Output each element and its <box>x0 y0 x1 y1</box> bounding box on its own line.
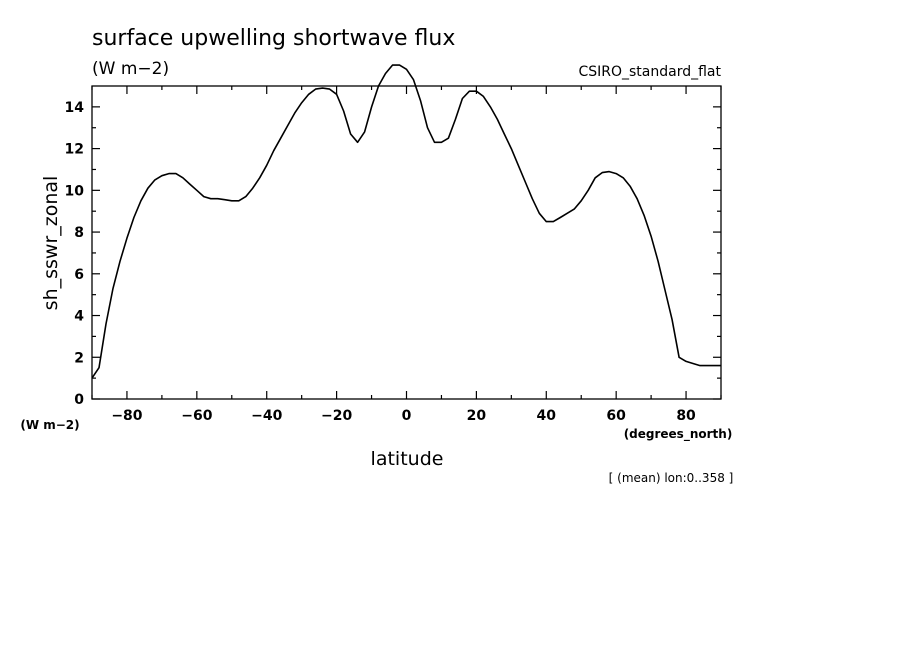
x-tick-label: 40 <box>537 408 557 424</box>
y-axis-units: (W m−2) <box>20 418 79 432</box>
series-line <box>92 64 721 379</box>
y-tick-label: 8 <box>74 225 84 241</box>
x-tick-label: 80 <box>676 408 696 424</box>
x-tick-label: −60 <box>181 408 212 424</box>
y-tick-label: 2 <box>74 350 84 366</box>
model-label: CSIRO_standard_flat <box>578 64 721 80</box>
y-tick-label: 10 <box>65 183 85 199</box>
chart-title-units: (W m−2) <box>92 59 169 79</box>
plot-frame <box>91 85 722 400</box>
y-tick-label: 0 <box>74 392 84 408</box>
x-tick-label: 20 <box>467 408 487 424</box>
x-tick-label: −20 <box>321 408 352 424</box>
x-axis-label: latitude <box>371 448 444 470</box>
y-tick-label: 14 <box>65 100 85 116</box>
y-tick-label: 12 <box>65 142 84 158</box>
chart-title: surface upwelling shortwave flux <box>92 26 455 51</box>
y-axis-label: sh_sswr_zonal <box>40 176 62 311</box>
x-tick-label: −40 <box>251 408 282 424</box>
y-tick-label: 6 <box>74 267 84 283</box>
plot-area: −80 −60 −40 −20 0 20 40 60 80 0 2 4 6 8 10 12 14 <box>65 64 722 424</box>
x-axis-units: (degrees_north) <box>624 427 733 442</box>
x-tick-label: 0 <box>402 408 412 424</box>
x-tick-label: −80 <box>111 408 142 424</box>
averaging-note: [ (mean) lon:0..358 ] <box>609 471 734 485</box>
x-tick-label: 60 <box>606 408 626 424</box>
y-tick-label: 4 <box>74 309 84 325</box>
